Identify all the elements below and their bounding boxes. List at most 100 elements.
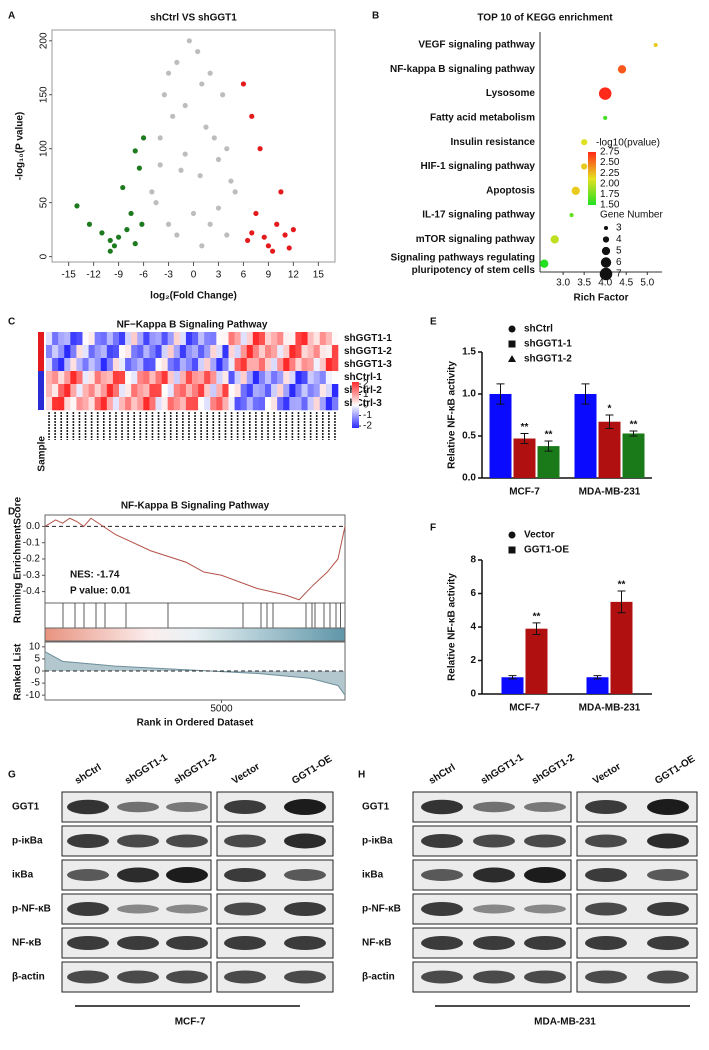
x-tick-label: -9 xyxy=(114,270,123,281)
dot xyxy=(581,163,588,170)
band xyxy=(67,970,109,984)
row-label: NF-κB xyxy=(12,938,41,949)
heatmap-cell xyxy=(64,397,71,411)
heatmap-cell xyxy=(161,345,168,359)
heatmap-cell xyxy=(137,358,144,372)
point xyxy=(274,221,280,227)
heatmap-cell xyxy=(246,358,254,372)
heatmap-cell xyxy=(289,332,296,346)
heatmap-cell xyxy=(198,384,205,398)
cell-line-label: MCF-7 xyxy=(175,1017,206,1028)
heatmap-cell xyxy=(325,384,333,398)
heatmap-cell xyxy=(271,397,278,411)
heatmap-cell xyxy=(204,345,211,359)
panel-label: B xyxy=(372,11,379,22)
ranked-line xyxy=(44,651,346,696)
point xyxy=(86,221,93,227)
point xyxy=(182,151,188,157)
heatmap-cell xyxy=(283,358,290,372)
heatmap-cell xyxy=(149,358,156,372)
lane-label: Vector xyxy=(230,761,262,787)
heatmap-cell xyxy=(143,358,150,372)
heatmap-cell xyxy=(319,371,327,385)
band xyxy=(585,936,627,950)
y-axis-label: Ranked List xyxy=(13,643,24,700)
heatmap-cell xyxy=(240,358,248,372)
heatmap-cell xyxy=(149,384,156,398)
heatmap-cell xyxy=(258,371,266,385)
row-label: shGGT1-1 xyxy=(344,333,392,344)
colorbar-label: 1.50 xyxy=(600,200,620,211)
y-tick-label: 0 xyxy=(34,666,40,677)
heatmap-cell xyxy=(210,358,217,372)
band xyxy=(67,902,109,916)
row-label: GGT1 xyxy=(12,802,40,813)
category-label: HIF-1 signaling pathway xyxy=(421,161,536,172)
annotation: P value: 0.01 xyxy=(70,586,131,597)
band xyxy=(224,800,266,814)
heatmap-cell xyxy=(271,371,278,385)
heatmap-cell xyxy=(283,332,290,346)
heatmap-cell xyxy=(82,332,89,346)
heatmap-cell xyxy=(258,384,266,398)
heatmap-cell xyxy=(271,358,278,372)
heatmap-cell xyxy=(167,397,175,411)
point xyxy=(228,178,234,184)
axis-label: Sample xyxy=(37,436,48,472)
band xyxy=(421,936,463,950)
x-tick-label: 3 xyxy=(216,270,222,281)
error-bar xyxy=(617,590,626,614)
size-label: 5 xyxy=(616,246,622,257)
y-axis-label: Relative NF-κB activity xyxy=(447,573,458,681)
y-axis-label: -log₁₀(P value) xyxy=(15,112,26,180)
heatmap-cell xyxy=(131,345,138,359)
heatmap-cell xyxy=(271,332,278,346)
row-label: iκBa xyxy=(362,870,384,881)
heatmap-cell xyxy=(295,332,302,346)
ranked-area-fill xyxy=(45,651,345,696)
band xyxy=(117,904,159,914)
x-tick-label: 6 xyxy=(241,270,247,281)
size-key xyxy=(603,225,609,231)
row-label: β-actin xyxy=(362,972,395,983)
legend-label: Vector xyxy=(524,530,555,541)
heatmap-cell xyxy=(307,332,314,346)
y-tick-label: 150 xyxy=(39,86,50,103)
bar xyxy=(586,677,609,694)
heatmap-cell xyxy=(167,371,175,385)
y-tick-label: 0.0 xyxy=(462,473,476,484)
band xyxy=(224,936,266,950)
heatmap-cell xyxy=(331,384,339,398)
band xyxy=(647,869,689,881)
heatmap-cell xyxy=(167,345,175,359)
band xyxy=(166,802,208,812)
size-key xyxy=(601,246,611,256)
band xyxy=(585,970,627,984)
heatmap-cell xyxy=(252,384,260,398)
heatmap-cell xyxy=(301,332,308,346)
heatmap-cell xyxy=(252,332,260,346)
band xyxy=(117,801,159,813)
heatmap-cell xyxy=(173,371,181,385)
chart-title: NF-Kappa B Signaling Pathway xyxy=(121,501,270,512)
heatmap-cell xyxy=(185,345,193,359)
heatmap-cell xyxy=(76,345,83,359)
heatmap-cell xyxy=(119,332,126,346)
heatmap-cell xyxy=(301,358,308,372)
band xyxy=(524,834,566,848)
heatmap-cell xyxy=(52,345,59,359)
significance: ** xyxy=(630,420,638,431)
size-key xyxy=(599,267,613,281)
heatmap-cell xyxy=(131,384,138,398)
point xyxy=(165,221,172,227)
rank-strip xyxy=(44,627,346,642)
heatmap-cell xyxy=(112,358,120,372)
heatmap-cell xyxy=(143,345,150,359)
group-bar xyxy=(38,371,44,384)
heatmap-cell xyxy=(240,345,248,359)
group-bar xyxy=(38,345,44,358)
row-label: shCtrl-1 xyxy=(344,372,382,383)
heatmap-cell xyxy=(240,332,248,346)
band xyxy=(67,799,109,815)
panel-label: H xyxy=(358,770,365,781)
